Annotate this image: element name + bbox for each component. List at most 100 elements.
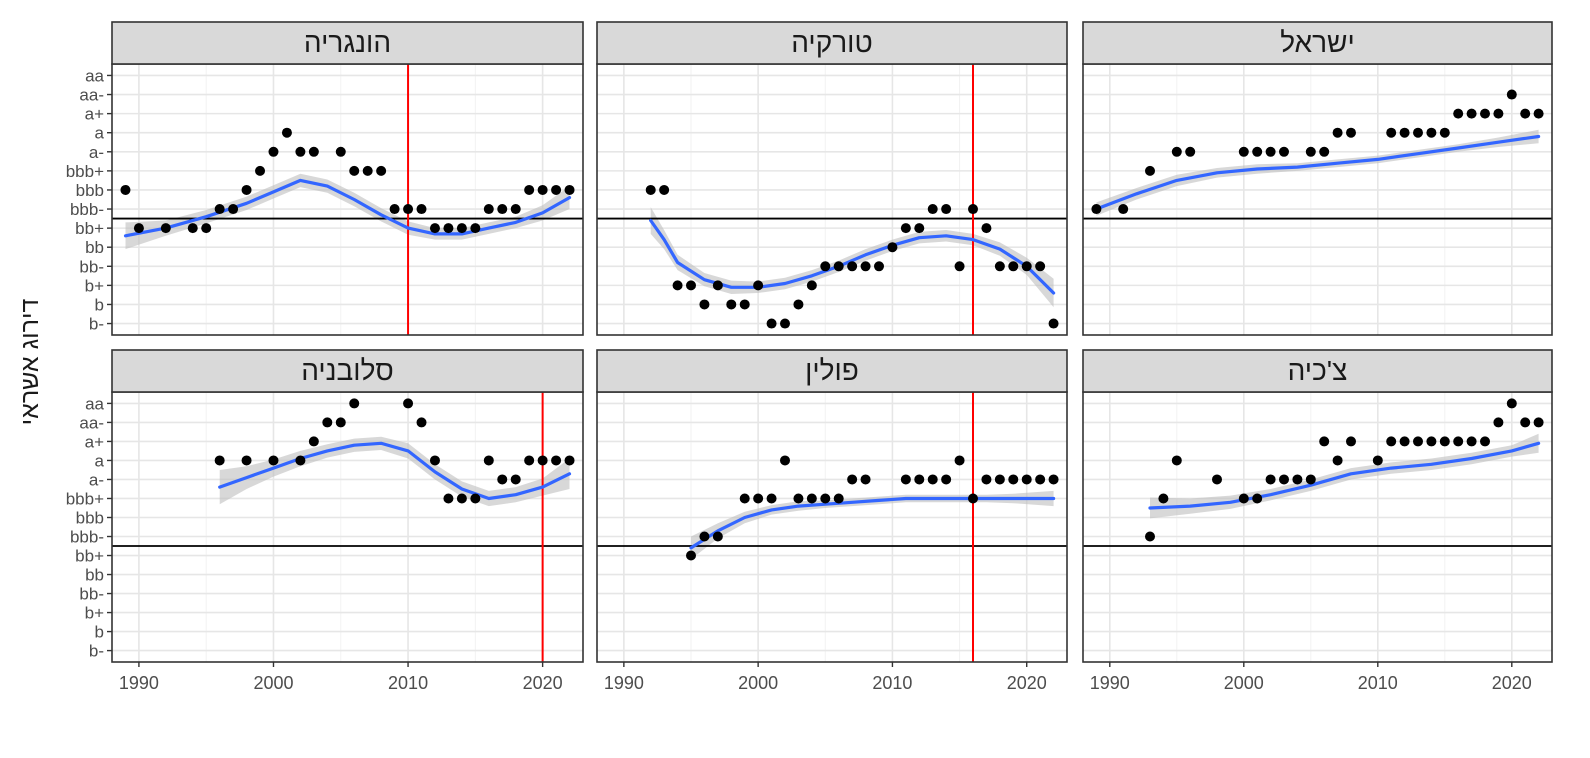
x-tick-label: 1990 (1090, 673, 1130, 693)
data-point (1048, 474, 1059, 485)
data-point (389, 204, 400, 215)
data-point (914, 223, 925, 234)
data-point (564, 184, 575, 195)
data-point (1158, 493, 1169, 504)
data-point (456, 493, 467, 504)
data-point (820, 261, 831, 272)
facet-title: טורקיה (791, 27, 872, 58)
data-point (1021, 261, 1032, 272)
data-point (510, 204, 521, 215)
data-point (551, 455, 562, 466)
data-point (766, 493, 777, 504)
data-point (1413, 436, 1423, 447)
data-point (1305, 474, 1316, 485)
y-tick-label: bb+ (75, 547, 104, 566)
y-tick-label: aa- (79, 413, 104, 432)
panel-background (112, 392, 583, 662)
data-point (793, 493, 804, 504)
y-tick-label: bb- (79, 585, 104, 604)
data-point (954, 455, 965, 466)
data-point (941, 474, 952, 485)
y-tick-label: bbb+ (66, 489, 104, 508)
data-point (927, 474, 938, 485)
data-point (1185, 146, 1196, 157)
data-point (564, 455, 575, 466)
data-point (1346, 436, 1356, 447)
data-point (443, 223, 454, 234)
data-point (1480, 108, 1490, 119)
data-point (739, 299, 750, 310)
facet-strip (1082, 21, 1553, 65)
x-tick-label: 2000 (738, 673, 778, 693)
data-point (1493, 108, 1504, 119)
data-point (470, 223, 481, 234)
y-tick-label: bb- (79, 257, 104, 276)
data-point (1386, 436, 1397, 447)
confidence-band (219, 436, 570, 507)
data-point (1305, 146, 1316, 157)
data-point (753, 493, 764, 504)
y-tick-label: b+ (85, 604, 104, 623)
data-point (1346, 127, 1356, 138)
data-point (416, 417, 427, 428)
data-point (1399, 127, 1410, 138)
trend-line (1148, 441, 1541, 510)
y-tick-label: a+ (85, 432, 104, 451)
x-tick-label: 2020 (1007, 673, 1047, 693)
data-point (1048, 318, 1059, 329)
data-point (712, 280, 723, 291)
x-tick-label: 2010 (872, 673, 912, 693)
data-point (766, 318, 777, 329)
y-tick-label: a (95, 451, 105, 470)
data-point (214, 204, 225, 215)
data-point (268, 455, 279, 466)
data-point (887, 242, 898, 253)
y-tick-label: a- (89, 470, 104, 489)
data-point (860, 474, 871, 485)
panel-3: ישראל (1082, 21, 1553, 336)
data-point (524, 184, 535, 195)
data-point (954, 261, 965, 272)
confidence-band (650, 207, 1054, 308)
data-point (994, 474, 1005, 485)
trend-line (689, 496, 1056, 550)
panel-background (597, 64, 1067, 335)
facet-strip (111, 21, 584, 65)
data-point (994, 261, 1005, 272)
data-point (860, 261, 871, 272)
data-point (497, 474, 508, 485)
data-point (1171, 455, 1182, 466)
data-point (1533, 417, 1544, 428)
data-point (1212, 474, 1222, 485)
data-point (470, 493, 481, 504)
data-point (1453, 436, 1464, 447)
data-point (1021, 474, 1032, 485)
y-tick-label: b- (89, 315, 104, 334)
panel-2: טורקיה (596, 21, 1068, 336)
data-point (1171, 146, 1182, 157)
data-point (1035, 261, 1046, 272)
facet-strip (111, 349, 584, 393)
y-tick-label: aa- (79, 86, 104, 105)
data-point (1008, 474, 1019, 485)
data-point (672, 280, 683, 291)
trend-line (123, 178, 572, 238)
data-point (1453, 108, 1464, 119)
data-point (753, 280, 764, 291)
data-point (914, 474, 925, 485)
y-tick-label: b (95, 295, 104, 314)
y-tick-label: bb (85, 238, 104, 257)
data-point (968, 493, 978, 504)
data-point (780, 318, 790, 329)
data-point (659, 184, 670, 195)
x-tick-label: 2010 (388, 673, 428, 693)
data-point (1238, 493, 1249, 504)
data-point (1413, 127, 1423, 138)
data-point (1265, 474, 1276, 485)
data-point (941, 204, 952, 215)
data-point (1292, 474, 1303, 485)
data-point (483, 455, 494, 466)
data-point (833, 493, 844, 504)
data-point (295, 455, 306, 466)
data-point (1035, 474, 1046, 485)
